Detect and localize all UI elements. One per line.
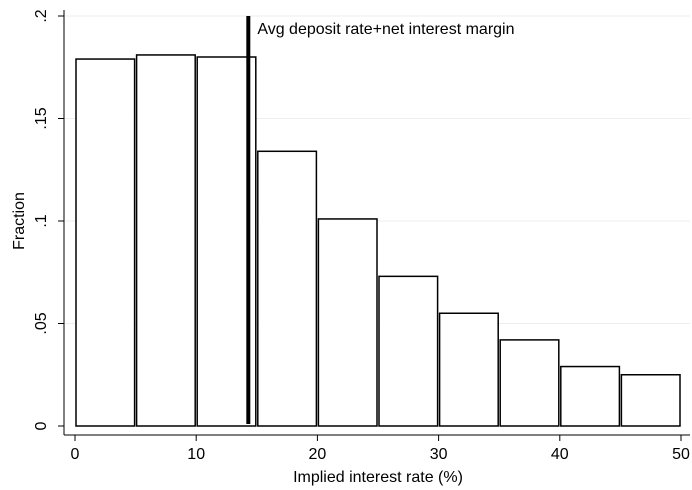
x-tick-label-0: 0	[71, 446, 80, 463]
y-tick-label-1: .05	[33, 312, 50, 334]
histogram-bar-7	[499, 339, 560, 427]
histogram-bar-0	[75, 58, 136, 427]
histogram-bar-4	[317, 218, 378, 427]
y-tick-label-2: .1	[33, 214, 50, 227]
histogram-bar-9	[620, 374, 681, 427]
y-tick-label-0: 0	[33, 421, 50, 430]
histogram-bar-5	[378, 275, 439, 427]
x-tick-label-2: 20	[309, 446, 327, 463]
x-axis-label: Implied interest rate (%)	[293, 469, 463, 486]
x-tick-label-3: 30	[430, 446, 448, 463]
y-axis-label: Fraction	[11, 192, 28, 250]
reference-line-group: Avg deposit rate+net interest margin	[246, 16, 515, 424]
x-tick-label-1: 10	[187, 446, 205, 463]
y-tick-label-3: .15	[33, 107, 50, 129]
histogram-bar-2	[196, 56, 257, 427]
histogram-bar-6	[438, 312, 499, 427]
histogram-bar-8	[560, 365, 621, 427]
x-tick-label-5: 50	[672, 446, 690, 463]
histogram-bars	[75, 54, 681, 427]
x-tick-label-4: 40	[551, 446, 569, 463]
histogram-bar-1	[135, 54, 196, 427]
reference-line-label: Avg deposit rate+net interest margin	[257, 21, 514, 38]
y-tick-label-4: .2	[33, 9, 50, 22]
axes: 0 10 20 30 40 50 0 .05 .1 .15 .2	[33, 9, 690, 463]
histogram-bar-3	[257, 150, 318, 427]
